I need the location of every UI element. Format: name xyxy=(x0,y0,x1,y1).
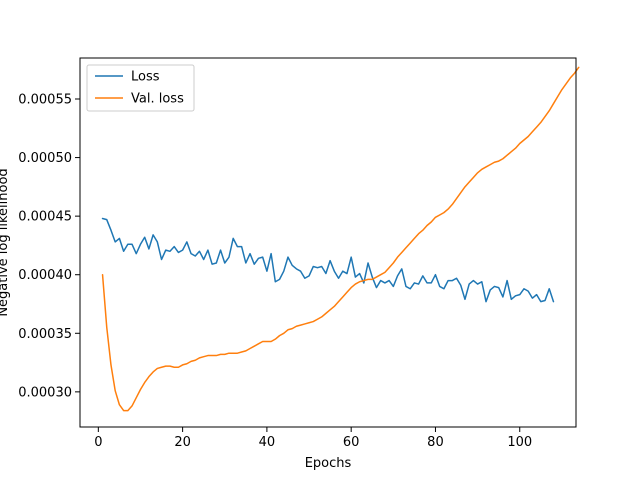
x-tick-label: 40 xyxy=(259,435,276,450)
plot-lines xyxy=(101,66,580,412)
y-tick-label: 0.00030 xyxy=(18,385,72,400)
x-tick-label: 60 xyxy=(343,435,360,450)
x-axis-label: Epochs xyxy=(305,456,352,471)
legend-label-val-loss: Val. loss xyxy=(131,92,184,107)
series-line-val-loss xyxy=(101,66,580,412)
series-line-loss xyxy=(101,217,555,303)
y-tick-label: 0.00040 xyxy=(18,268,72,283)
y-axis-label: Negative log likelihood xyxy=(0,168,11,316)
x-tick-label: 20 xyxy=(174,435,191,450)
y-tick-label: 0.00050 xyxy=(18,151,72,166)
y-axis-ticks: 0.00030 0.00035 0.00040 0.00045 0.00050 0.000… xyxy=(18,93,80,400)
y-tick-label: 0.00035 xyxy=(18,327,72,342)
y-tick-label: 0.00045 xyxy=(18,210,72,225)
x-tick-label: 0 xyxy=(94,435,102,450)
x-axis-ticks: 0 20 40 60 80 100 xyxy=(94,427,532,450)
legend: Loss Val. loss xyxy=(86,64,195,112)
y-tick-label: 0.00055 xyxy=(18,93,72,108)
x-tick-label: 100 xyxy=(507,435,532,450)
x-tick-label: 80 xyxy=(427,435,444,450)
plot-frame xyxy=(79,57,577,428)
legend-label-loss: Loss xyxy=(131,70,160,85)
